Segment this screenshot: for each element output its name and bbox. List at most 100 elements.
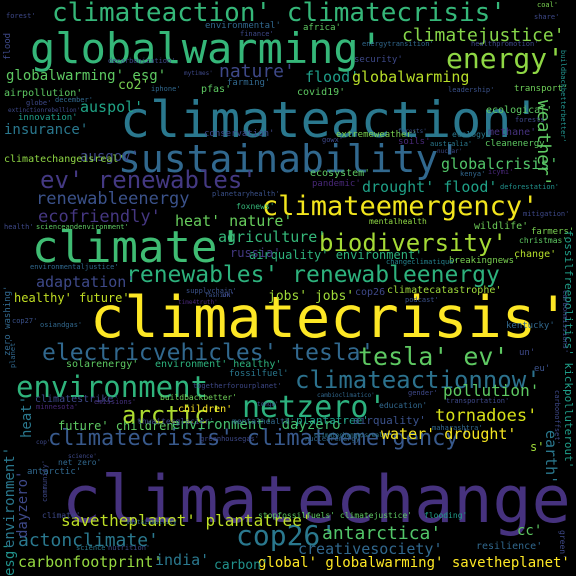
word-arctic: arctic' bbox=[122, 401, 224, 429]
word-india: india' bbox=[155, 551, 210, 569]
word-climatejustice: climatejustice' bbox=[402, 25, 565, 46]
word-climatecrisis-climateemergency: climatecrisis' climateemergency' bbox=[48, 426, 472, 451]
word-environmentaljustice: environmentaljustice' bbox=[30, 263, 119, 271]
word-globalwarming-2: globalwarming bbox=[352, 68, 470, 86]
word-forests: forests' bbox=[515, 116, 549, 124]
word-africa: africa' bbox=[303, 23, 341, 33]
word-ausgov: ausgov' bbox=[80, 149, 140, 165]
word-nucsar: nucsar' bbox=[437, 148, 463, 155]
word-innovation: innovation' bbox=[18, 113, 78, 123]
word-science-small: science' bbox=[68, 453, 97, 460]
word-podcast: podcast' bbox=[405, 296, 439, 304]
word-transportation: transportation' bbox=[446, 397, 510, 405]
word-gender: gender' bbox=[408, 389, 438, 397]
word-savetheplanet-plantatree: savetheplanet' plantatree' bbox=[61, 511, 312, 530]
word-ecology: ecology' bbox=[452, 130, 491, 139]
word-global-globalwarming-savetheplanet: global' globalwarming' savetheplanet' bbox=[258, 555, 570, 571]
word-thwaitesglacier: thwaitesglacier' bbox=[137, 417, 215, 426]
word-security: security' bbox=[354, 55, 403, 65]
word-mitigation: mitigation' bbox=[523, 210, 570, 218]
word-icymi: icymi' bbox=[488, 168, 514, 176]
word-wildlife: wildlife' bbox=[474, 221, 529, 232]
word-december: december' bbox=[55, 96, 93, 104]
word-climateaction: climateaction' bbox=[120, 91, 542, 149]
word-climatechangeisreal-2: climatechangeisreal bbox=[314, 432, 383, 439]
word-co2: co2' bbox=[118, 78, 150, 93]
word-mytimes: mytimes' bbox=[184, 70, 213, 77]
word-airpollution: airpollution' bbox=[4, 88, 83, 99]
word-cop26-small: cop26 bbox=[355, 287, 386, 298]
word-healthy-future: healthy' future' bbox=[14, 291, 130, 305]
word-mentalhealth: mentalhealth bbox=[369, 217, 427, 226]
word-energytransition: energytransition' bbox=[362, 40, 434, 48]
word-s: s' bbox=[530, 440, 545, 454]
word-extremeweather: extremeweather' bbox=[336, 130, 418, 140]
word-time4truth: time4truth' bbox=[178, 299, 218, 306]
word-environment-dayzero: environment' dayzero' bbox=[172, 417, 350, 433]
word-climatechangeisreal: climatechangeisreal' bbox=[4, 154, 125, 165]
word-dayzero: dayzero' bbox=[15, 470, 31, 538]
word-agriculture: agriculture' bbox=[218, 228, 327, 246]
word-climateactionnow: climateactionnow' bbox=[295, 366, 541, 394]
word-community: community' bbox=[41, 459, 49, 502]
word-electricvehicles-tesla: electricvehicles' tesla' bbox=[42, 340, 375, 366]
word-insurance: insurance' bbox=[4, 122, 89, 138]
word-buildbackbetterbetter: buildbackbetterbetter' bbox=[559, 50, 567, 143]
word-ev-renewables: ev' renewables' bbox=[40, 166, 257, 194]
word-emissions-small: emissions' bbox=[94, 398, 137, 406]
word-renewableenergy: renewableenergy bbox=[36, 189, 190, 209]
word-coal: coal' bbox=[537, 1, 559, 9]
word-ecosystem: ecosystem' bbox=[310, 168, 371, 179]
word-australia: australia' bbox=[430, 140, 473, 148]
word-togetherforourplanet: togetherforourplanet' bbox=[193, 382, 282, 390]
word-iphone: iphone' bbox=[151, 85, 181, 93]
word-decarbonization: decarbonization' bbox=[108, 57, 176, 65]
word-resilience: resilience' bbox=[476, 541, 543, 552]
word-climatecatastrophe: climatecatastrophe' bbox=[387, 285, 502, 296]
word-forests-2: forests' bbox=[398, 128, 427, 135]
word-changeclimatique: changeclimatique' bbox=[386, 258, 458, 266]
word-farmers: farmers' bbox=[531, 227, 575, 237]
word-renewables-renewableenergy: renewables' renewableenergy bbox=[126, 262, 500, 288]
word-nuclearenergy: nuclearenergy' bbox=[305, 435, 365, 443]
word-soils: soils' bbox=[398, 137, 431, 147]
word-maharashtra: maharashtra' bbox=[432, 424, 483, 432]
word-cleanenergy: cleanenergy' bbox=[485, 139, 551, 149]
word-heat: heat' bbox=[19, 395, 35, 438]
word-green: green' bbox=[558, 530, 567, 559]
word-methane: methane' bbox=[488, 127, 537, 138]
word-drought-flood: drought' flood' bbox=[362, 178, 498, 196]
word-creativesociety: creativesociety' bbox=[298, 540, 443, 558]
word-carbonoffset: carbonoffset' bbox=[553, 390, 561, 445]
word-ecological: ecological' bbox=[486, 105, 553, 116]
word-nutrition: nutrition' bbox=[108, 544, 151, 552]
word-fossilfuel: fossilfuel' bbox=[229, 369, 289, 379]
word-buildbackbetter: buildbackbetter' bbox=[160, 393, 238, 402]
word-covid19: covid19' bbox=[297, 87, 346, 98]
word-farming: farming' bbox=[227, 78, 271, 88]
word-pollution: pollution' bbox=[443, 381, 540, 400]
word-eu: eu' bbox=[534, 364, 551, 374]
word-osiandgas: osiandgas' bbox=[40, 321, 83, 329]
word-gowx: gowx' bbox=[322, 136, 344, 144]
word-flooding: flooding' bbox=[424, 511, 468, 520]
word-kentucky: kentucky' bbox=[506, 321, 555, 331]
word-climatestrike: climatestrike' bbox=[35, 394, 120, 405]
word-russia: russia' bbox=[230, 246, 281, 260]
word-climate: climate' bbox=[32, 222, 244, 273]
word-carbonfootprint: carbonfootprint' bbox=[18, 553, 163, 571]
word-extinctionrebellion: extinctionrebellion' bbox=[8, 107, 81, 114]
word-pfas: pfas' bbox=[201, 84, 232, 95]
word-jobs-jobs: jobs' jobs' bbox=[268, 289, 355, 304]
word-share: share' bbox=[534, 13, 560, 21]
word-environmental: environmental' bbox=[205, 21, 281, 31]
word-antarctic: antarctic' bbox=[27, 467, 82, 477]
word-environment: environment bbox=[16, 370, 209, 404]
word-flood: flood' bbox=[305, 68, 360, 86]
word-deforestation: deforestation' bbox=[500, 183, 560, 191]
word-christmas: christmas' bbox=[519, 236, 568, 245]
word-finance: finance' bbox=[240, 30, 274, 38]
word-scienceandenvironment: scienceandenvironment' bbox=[36, 223, 129, 231]
word-leadership: leadership' bbox=[448, 86, 495, 94]
word-breakingnews: breakingnews' bbox=[449, 256, 520, 266]
